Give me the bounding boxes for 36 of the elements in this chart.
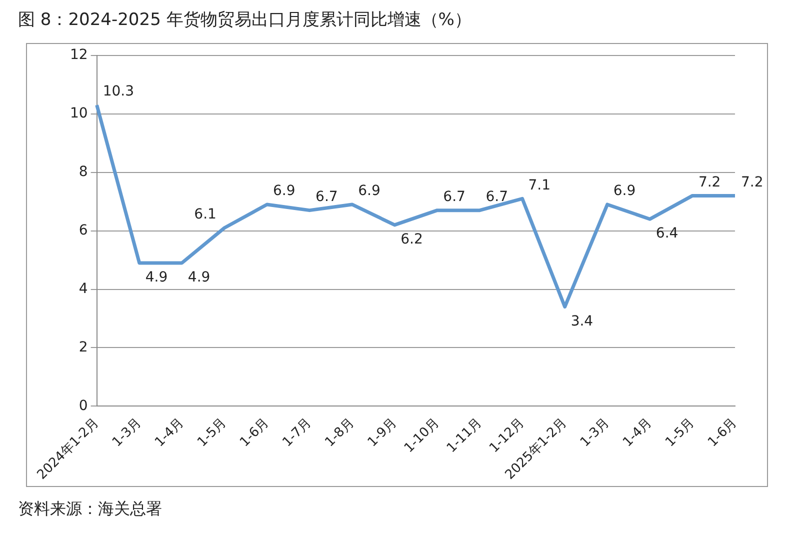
x-tick-label: 1-7月: [280, 415, 315, 450]
y-tick-label: 8: [78, 164, 88, 180]
data-label: 4.9: [145, 270, 168, 286]
chart-title: 图 8：2024-2025 年货物贸易出口月度累计同比增速（%）: [18, 9, 472, 31]
text: 资料来源：海关总署: [18, 499, 163, 520]
x-tick-label: 1-8月: [322, 415, 358, 450]
y-tick-label: 12: [70, 47, 88, 64]
data-label: 7.2: [741, 174, 764, 190]
data-label: 7.2: [698, 174, 721, 190]
x-tick-label: 1-4月: [152, 415, 188, 450]
data-label: 6.9: [613, 183, 636, 200]
data-label: 3.4: [570, 313, 594, 330]
y-tick-label: 6: [78, 222, 88, 238]
data-label: 6.4: [656, 226, 678, 242]
x-tick-label: 1-3月: [578, 415, 613, 450]
x-tick-label: 1-4月: [620, 415, 656, 450]
x-tick-label: 1-5月: [662, 415, 698, 450]
data-label: 6.7: [316, 188, 338, 205]
x-tick-label: 1-5月: [194, 415, 230, 450]
data-label: 6.9: [272, 183, 296, 200]
x-tick-label: 1-3月: [110, 415, 145, 450]
x-tick-label: 1-6月: [705, 415, 740, 450]
x-tick-label: 1-6月: [237, 415, 272, 450]
y-tick-label: 2: [78, 339, 88, 356]
data-label: 6.9: [358, 183, 380, 200]
data-label: 6.1: [194, 206, 216, 223]
y-tick-label: 4: [78, 280, 88, 297]
y-tick-label: 10: [70, 106, 88, 122]
data-label: 10.3: [102, 84, 134, 100]
data-label: 7.1: [528, 177, 551, 194]
data-label: 4.9: [188, 270, 210, 286]
data-label: 6.7: [443, 188, 466, 205]
y-tick-label: 0: [78, 398, 88, 414]
data-label: 6.7: [486, 188, 508, 205]
data-label: 6.2: [400, 232, 423, 248]
x-tick-label: 1-9月: [365, 415, 400, 450]
